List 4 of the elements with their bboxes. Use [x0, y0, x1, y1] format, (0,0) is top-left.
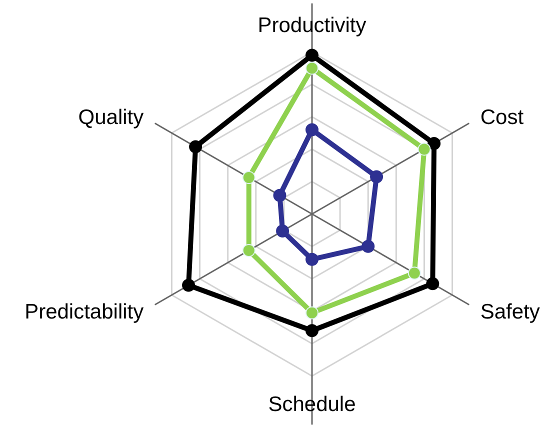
spoke-label: Predictability	[24, 300, 144, 324]
spoke-label: Quality	[78, 106, 144, 130]
spoke-label: Safety	[480, 300, 540, 324]
spoke-label: Cost	[480, 106, 524, 130]
